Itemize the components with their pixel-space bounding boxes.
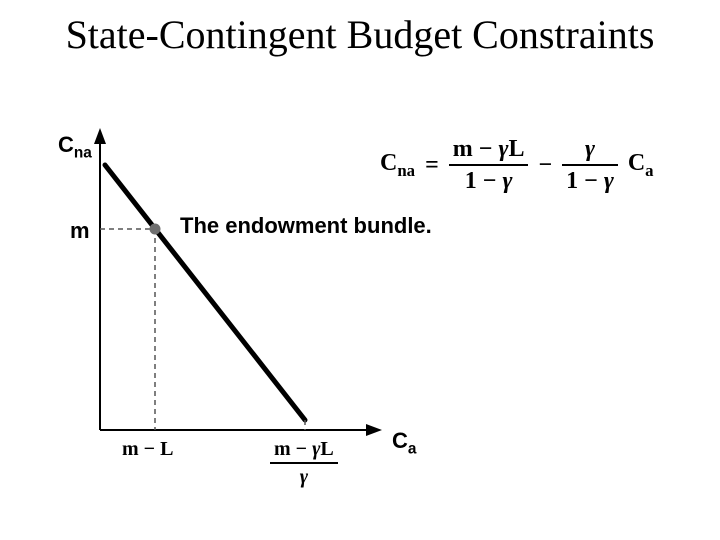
budget-line [105,165,305,420]
endowment-dot [150,224,161,235]
x-axis-label-sub: a [408,440,417,457]
m-label: m [70,218,90,244]
x-axis-label: Ca [392,428,416,458]
y-axis-label: Cna [58,132,92,162]
y-axis-label-main: C [58,132,74,157]
y-axis-label-sub: na [74,144,92,161]
eq-minus: − [532,152,558,179]
y-axis-arrow [94,128,106,144]
endowment-label: The endowment bundle. [180,213,432,239]
budget-equation: Cna = m − γL 1 − γ − γ 1 − γ Ca [380,136,654,195]
eq-lhs: Cna [380,150,415,181]
diagram-svg [0,0,720,540]
eq-rhs: Ca [622,150,654,181]
x-axis-label-main: C [392,428,408,453]
x-tick-left: m − L [122,438,173,461]
x-tick-right: m − γL γ [270,438,338,488]
x-axis-arrow [366,424,382,436]
eq-equals: = [419,152,445,179]
eq-frac2: γ 1 − γ [562,136,618,195]
eq-frac1: m − γL 1 − γ [449,136,529,195]
